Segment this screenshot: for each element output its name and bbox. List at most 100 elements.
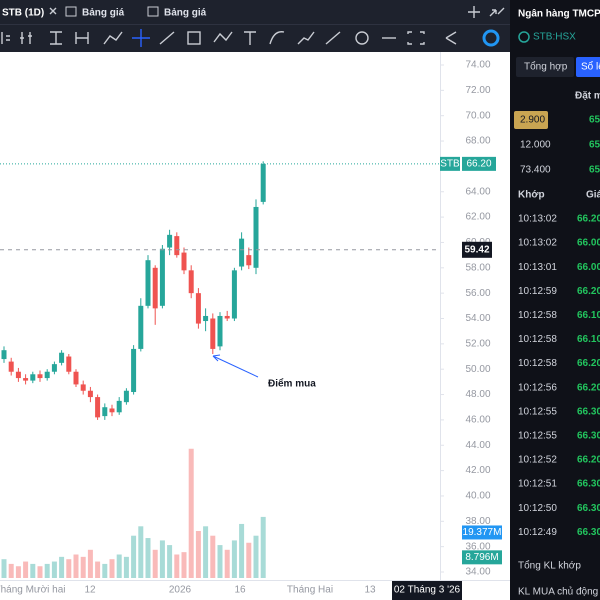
volume-bar [15, 566, 21, 578]
candle-body [1, 350, 7, 360]
book-price: 65.90 [589, 115, 600, 126]
tool[interactable] [297, 31, 315, 45]
volume-bar [224, 549, 230, 578]
volume-bar [159, 540, 165, 578]
candle-body [195, 293, 201, 324]
tool-icons[interactable] [1, 29, 500, 47]
tool[interactable] [159, 31, 175, 45]
time-label: 13 [364, 585, 376, 596]
volume-bar [260, 516, 266, 578]
candle-body [8, 361, 14, 372]
panel-tab[interactable]: Tổng hợp [524, 61, 568, 73]
trade-time: 10:12:56 [518, 382, 557, 393]
book-price: 65.70 [589, 165, 600, 176]
tool[interactable] [20, 32, 32, 44]
chart-area [0, 52, 510, 580]
candle-body [51, 364, 57, 372]
candle-body [44, 371, 50, 379]
candle-body [253, 206, 259, 268]
volume-bar [167, 545, 173, 578]
candle-body [210, 318, 216, 349]
time-axis [0, 580, 510, 600]
tool[interactable] [445, 31, 457, 45]
candle-body [260, 163, 266, 202]
trade-price: 66.20 [577, 455, 600, 466]
tool[interactable] [407, 31, 425, 45]
candle-body [123, 390, 129, 403]
candle-body [66, 356, 72, 372]
volume-bar [87, 549, 93, 578]
crosshair-tag-text: 59.42 [464, 244, 489, 255]
volume-bar [8, 563, 14, 578]
tool[interactable] [187, 31, 201, 45]
volume-bar [44, 563, 50, 578]
symbol-tag [440, 156, 460, 171]
tool[interactable] [213, 31, 233, 43]
tool[interactable] [244, 31, 256, 45]
candle-body [224, 315, 230, 319]
volume-bar [231, 540, 237, 578]
volume-bar [131, 535, 137, 578]
tool[interactable] [1, 32, 10, 44]
candle-body [217, 315, 223, 347]
panel-title: Ngân hàng TMCP Sài Gòn Thương Tín [518, 9, 600, 20]
price-tick-label: 38.00 [465, 516, 490, 527]
tool[interactable] [355, 31, 369, 45]
candle-body [59, 352, 65, 363]
trade-price: 66.30 [577, 503, 600, 514]
candle-body [246, 255, 252, 266]
price-tick-label: 74.00 [465, 60, 490, 71]
volume-bar [59, 556, 65, 578]
tab-label[interactable]: Bảng giá [82, 8, 125, 19]
price-tick-label: 46.00 [465, 415, 490, 426]
candle-body [131, 348, 137, 393]
trade-price: 66.20 [577, 214, 600, 225]
tool[interactable] [75, 32, 89, 44]
candle-body [174, 236, 180, 256]
volume-bar [195, 531, 201, 578]
trade-price: 66.20 [577, 286, 600, 297]
candle-body [138, 305, 144, 349]
candle-body [37, 374, 43, 379]
trade-price: 66.00 [577, 262, 600, 273]
crosshair-tag [462, 241, 492, 258]
close-icon[interactable] [49, 7, 57, 15]
candle-body [152, 267, 158, 309]
candle-body [73, 371, 79, 385]
annotation-text: Điểm mua [268, 378, 316, 390]
chart: 74.0072.0070.0068.0066.0064.0062.0060.00… [0, 60, 502, 600]
tab-label[interactable]: Bảng giá [164, 8, 207, 19]
trade-price: 66.30 [577, 406, 600, 417]
trade-price: 66.30 [577, 479, 600, 490]
tab-label[interactable]: STB (1D) [2, 8, 44, 19]
add-icon[interactable] [468, 6, 480, 18]
trade-time: 10:12:59 [518, 286, 557, 297]
trade-time: 10:12:58 [518, 334, 557, 345]
symbol-tag-text: STB [440, 159, 460, 170]
panel-tab[interactable]: Sổ lệnh [581, 61, 600, 73]
volume-bar [95, 561, 101, 578]
volume-tag [462, 525, 502, 540]
footer-label: KL MUA chủ động [518, 586, 598, 598]
volume-bar [138, 526, 144, 578]
tool-active[interactable] [132, 29, 150, 47]
price-tick-label: 50.00 [465, 364, 490, 375]
book-volume: 73.400 [520, 165, 551, 176]
price-tick-label: 70.00 [465, 110, 490, 121]
tool[interactable] [103, 31, 123, 45]
tool[interactable] [50, 31, 62, 45]
volume-bar [123, 556, 129, 578]
volume-bar [102, 563, 108, 578]
trade-price: 66.20 [577, 358, 600, 369]
volume-bar [210, 535, 216, 578]
price-tick-label: 72.00 [465, 85, 490, 96]
footer-label: Tổng KL khớp [518, 560, 581, 572]
expand-icon[interactable] [489, 7, 505, 17]
volume-bar [152, 549, 158, 578]
price-tick-label: 52.00 [465, 338, 490, 349]
tool[interactable] [325, 31, 341, 45]
candle-body [95, 397, 101, 418]
tool[interactable] [269, 31, 285, 45]
candle-body [145, 260, 151, 306]
price-tick-label: 48.00 [465, 389, 490, 400]
